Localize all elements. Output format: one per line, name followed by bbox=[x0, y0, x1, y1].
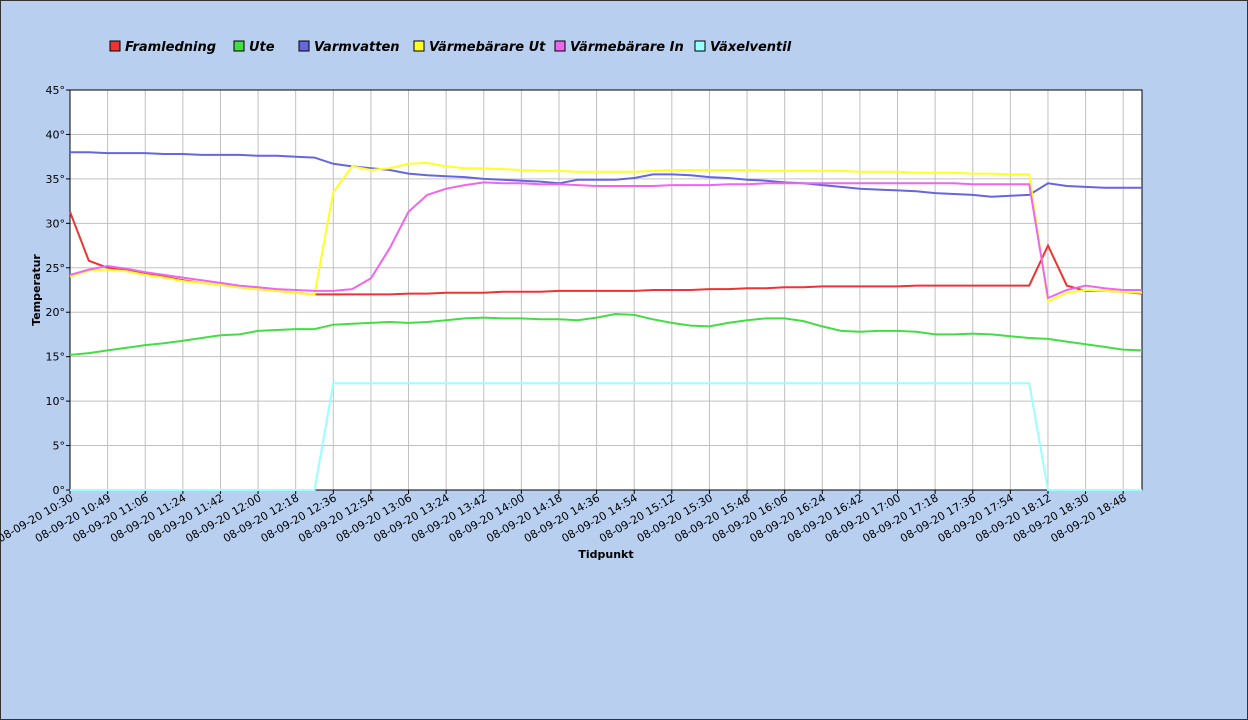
legend-label: Växelventil bbox=[710, 40, 792, 55]
series-line bbox=[70, 151, 1142, 198]
legend-swatch bbox=[298, 40, 310, 52]
legend-item: Värmebärare In bbox=[554, 40, 684, 55]
legend-label: Varmvatten bbox=[314, 40, 400, 55]
y-axis-title: Temperatur bbox=[30, 254, 43, 326]
y-tick-label: 5° bbox=[53, 440, 66, 453]
y-tick-label: 15° bbox=[46, 351, 66, 364]
legend-label: Framledning bbox=[125, 40, 216, 55]
x-axis-title: Tidpunkt bbox=[578, 548, 633, 561]
series-line bbox=[70, 382, 1142, 491]
series-line bbox=[69, 312, 1143, 356]
legend-label: Värmebärare Ut bbox=[429, 40, 546, 55]
legend-item: Varmvatten bbox=[298, 40, 400, 55]
y-tick-label: 25° bbox=[46, 262, 66, 275]
y-tick-label: 40° bbox=[46, 128, 66, 141]
legend-swatch bbox=[694, 40, 706, 52]
legend-swatch bbox=[413, 40, 425, 52]
legend-swatch bbox=[109, 40, 121, 52]
y-tick-label: 20° bbox=[46, 306, 66, 319]
legend-item: Framledning bbox=[109, 40, 216, 55]
y-tick-label: 35° bbox=[46, 173, 66, 186]
series-line bbox=[69, 181, 1142, 300]
series-line bbox=[69, 161, 1143, 304]
legend-label: Ute bbox=[249, 40, 275, 55]
legend-label: Värmebärare In bbox=[570, 40, 684, 55]
y-tick-label: 30° bbox=[46, 217, 66, 230]
legend-swatch bbox=[233, 40, 245, 52]
y-tick-label: 10° bbox=[46, 395, 66, 408]
legend-item: Ute bbox=[233, 40, 275, 55]
y-tick-label: 45° bbox=[46, 84, 66, 97]
legend-swatch bbox=[554, 40, 566, 52]
legend-item: Växelventil bbox=[694, 40, 792, 55]
y-tick-label: 0° bbox=[53, 484, 66, 497]
legend-item: Värmebärare Ut bbox=[413, 40, 546, 55]
